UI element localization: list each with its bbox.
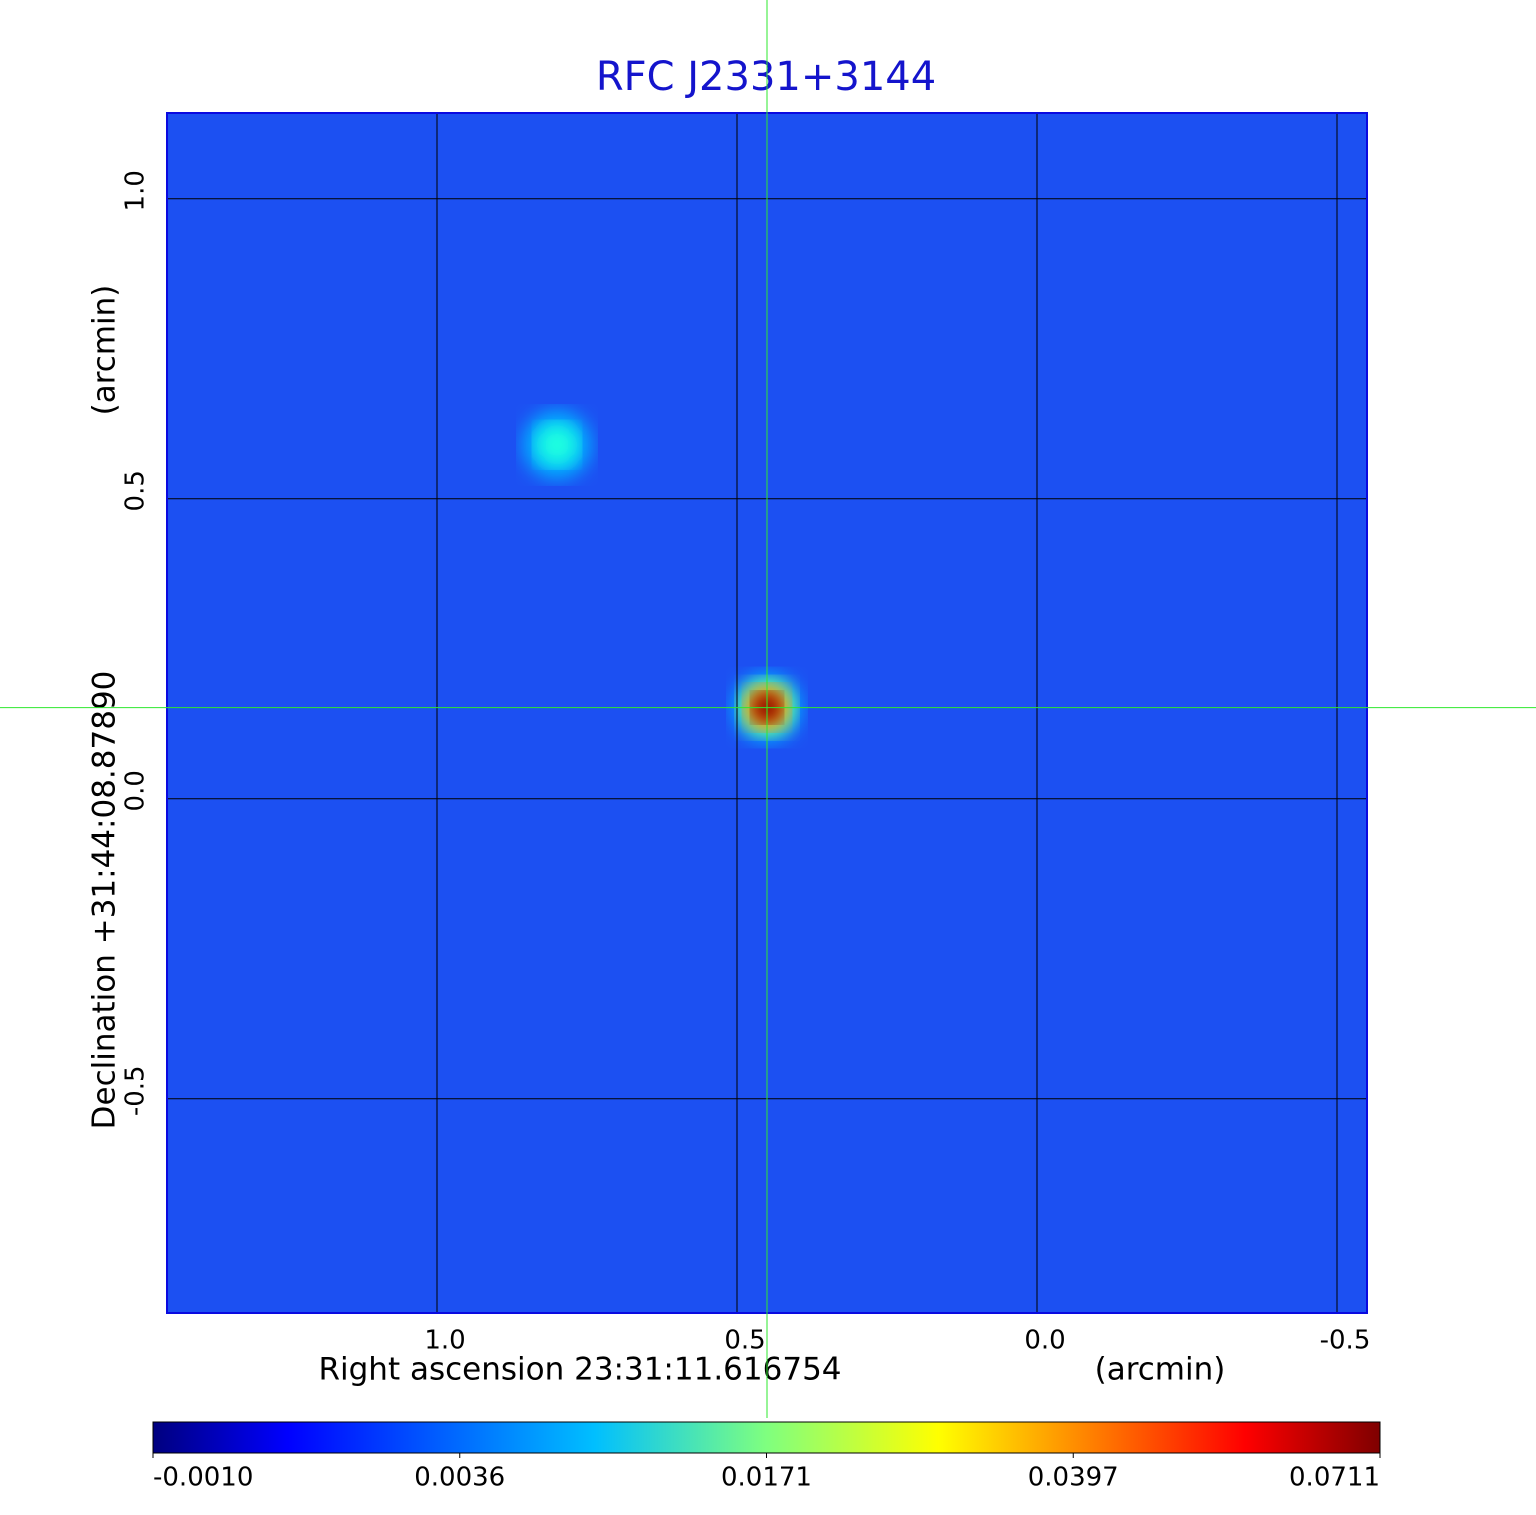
x-tick-label: -0.5 — [1320, 1326, 1371, 1356]
y-tick-label: 0.0 — [121, 770, 151, 811]
y-axis-unit: (arcmin) — [87, 285, 123, 416]
source — [536, 423, 578, 466]
chart-title: RFC J2331+3144 — [596, 54, 936, 100]
colorbar-tick-label: 0.0397 — [1028, 1463, 1119, 1493]
colorbar-tick-label: 0.0711 — [1289, 1463, 1380, 1493]
colorbar-tick-label: 0.0171 — [721, 1463, 812, 1493]
y-tick-label: 0.5 — [121, 470, 151, 511]
colorbar — [152, 1421, 1381, 1454]
y-tick-label: 1.0 — [121, 170, 151, 211]
x-axis-label: Right ascension 23:31:11.616754 — [318, 1352, 841, 1388]
x-tick-label: 1.0 — [424, 1326, 465, 1356]
y-tick-label: -0.5 — [121, 1065, 151, 1116]
y-axis-label: Declination +31:44:08.87890 — [87, 671, 123, 1130]
x-tick-label: 0.5 — [724, 1326, 765, 1356]
x-tick-label: 0.0 — [1024, 1326, 1065, 1356]
x-axis-unit: (arcmin) — [1095, 1352, 1226, 1388]
colorbar-tick-label: 0.0036 — [414, 1463, 505, 1493]
colorbar-tick-label: -0.0010 — [153, 1463, 253, 1493]
